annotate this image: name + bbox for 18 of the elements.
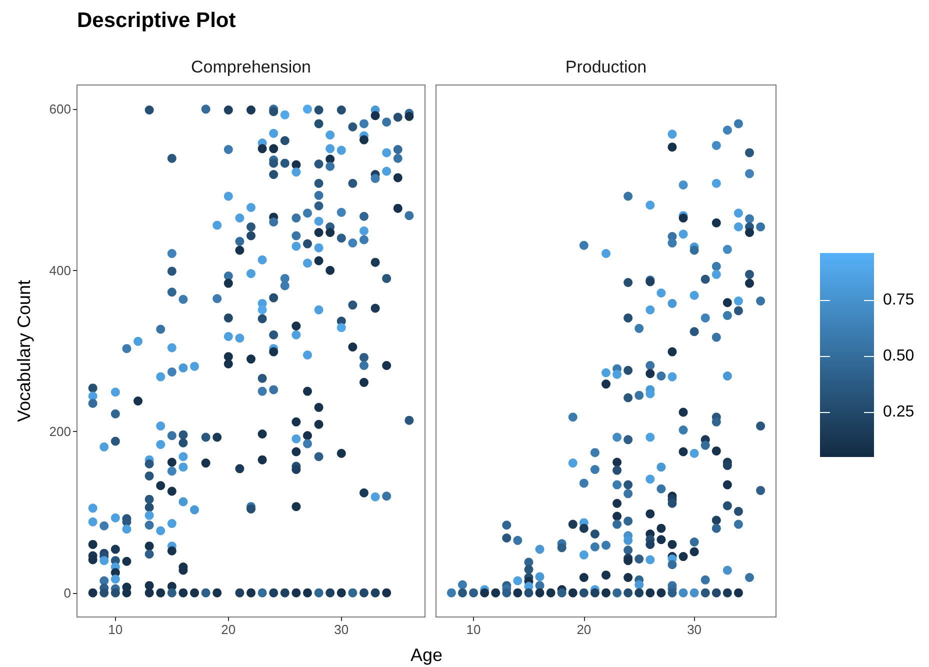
y-tick-label: 400 (49, 262, 71, 278)
chart-subtitle: Comprehension (190, 58, 312, 76)
color-bar-label: 0.25 (883, 404, 914, 421)
color-bar-label: 0.75 (883, 292, 914, 309)
chart-subtitle: Production (565, 58, 647, 76)
x-tick-label: 10 (108, 622, 123, 637)
x-axis-title: Age (410, 645, 443, 665)
x-tick-label: 30 (334, 622, 349, 637)
y-tick-label: 200 (49, 424, 71, 440)
x-tick-label: 20 (221, 622, 236, 637)
x-tick-label: 30 (687, 622, 702, 637)
x-tick-label: 10 (466, 622, 481, 637)
color-bar-label: 0.50 (883, 348, 914, 365)
y-tick-label: 0 (64, 585, 71, 600)
x-tick-label: 20 (576, 622, 592, 637)
y-tick-label: 600 (49, 102, 71, 117)
chart-title: Descriptive Plot (77, 9, 236, 32)
y-axis-title: Vocabulary Count (14, 280, 34, 422)
